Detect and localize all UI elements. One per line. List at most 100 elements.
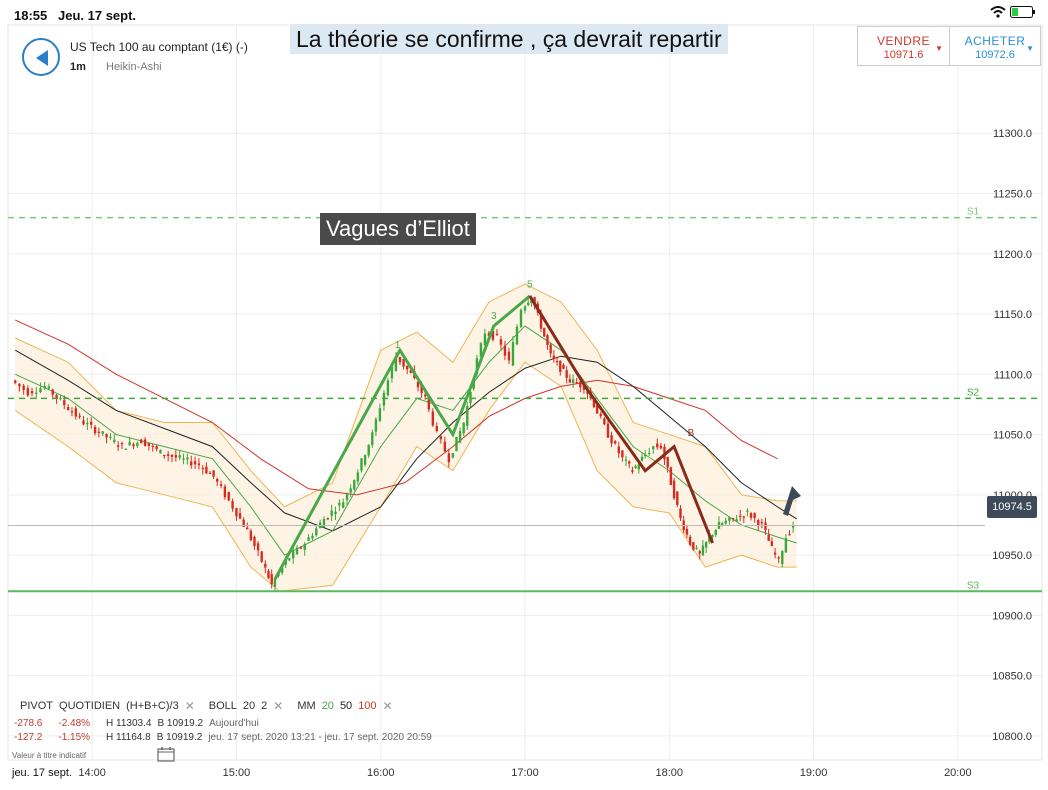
candle-body (18, 383, 21, 387)
instrument-name[interactable]: US Tech 100 au comptant (1€) (-) (70, 40, 248, 54)
candle-body (571, 379, 575, 384)
buy-button[interactable]: ACHETER 10972.6 ▼ (949, 26, 1041, 66)
candle-body (409, 370, 412, 373)
chart-type-selector[interactable]: Heikin-Ashi (106, 61, 162, 73)
candle-body (382, 392, 386, 406)
boll-period[interactable]: 20 (242, 700, 256, 712)
candle-body (427, 399, 431, 410)
candle-body (140, 439, 143, 444)
candle-body (253, 536, 256, 547)
indicator-legend: PIVOT QUOTIDIEN (H+B+C)/3 ✕ BOLL 20 2 ✕ … (20, 699, 393, 713)
candle-body (777, 557, 780, 559)
candle-body (610, 435, 613, 444)
calendar-icon[interactable] (157, 746, 175, 762)
boll-label[interactable]: BOLL (208, 700, 237, 712)
candle-body (451, 453, 455, 458)
up-arrow-icon (783, 486, 801, 516)
x-tick-label: 16:00 (366, 767, 395, 779)
candle-body (235, 508, 238, 517)
candle-body (648, 452, 651, 455)
candle-body (495, 333, 499, 335)
candle-body (731, 518, 735, 520)
candle-body (170, 454, 174, 457)
candle-body (315, 528, 318, 536)
pivot-label-s2: S2 (967, 387, 980, 398)
pivot-formula[interactable]: (H+B+C)/3 (126, 700, 179, 712)
status-date: Jeu. 17 sept. (58, 8, 137, 23)
candle-body (746, 510, 749, 512)
mm-label[interactable]: MM (297, 700, 316, 712)
candle-body (201, 467, 204, 470)
candle-body (724, 520, 727, 524)
candle-body (565, 370, 568, 378)
candle-body (644, 454, 647, 457)
y-tick-label: 11100.0 (994, 369, 1032, 381)
candle-body (720, 523, 724, 526)
remove-mm-icon[interactable]: ✕ (382, 699, 393, 713)
candle-body (688, 536, 692, 545)
pivot-label[interactable]: PIVOT (20, 700, 54, 712)
wave-label: 5 (527, 280, 533, 291)
candle-body (223, 486, 227, 498)
candle-body (260, 551, 263, 562)
candle-body (692, 542, 695, 550)
candle-body (386, 380, 390, 396)
candle-body (39, 388, 42, 393)
timeframe-selector[interactable]: 1m (70, 61, 86, 73)
candle-body (51, 389, 54, 395)
chart-grid (7, 24, 1043, 761)
change-value: -127.2 (14, 732, 43, 743)
candle-body (447, 453, 451, 463)
sell-button[interactable]: VENDRE 10971.6 ▼ (857, 26, 950, 66)
candle-body (360, 458, 363, 471)
candle-body (788, 534, 791, 536)
candle-body (74, 408, 78, 417)
elliott-wave-lines: 1 3 5 B (273, 280, 714, 580)
candle-body (105, 433, 108, 438)
candle-body (559, 360, 562, 372)
candle-body (378, 408, 382, 421)
candle-body (519, 309, 523, 328)
candle-body (617, 446, 620, 454)
candle-body (249, 530, 253, 541)
candle-body (431, 411, 435, 426)
candle-body (462, 422, 465, 434)
pivot-period[interactable]: QUOTIDIEN (59, 700, 121, 712)
mm-50[interactable]: 50 (339, 700, 353, 712)
mm-20[interactable]: 20 (321, 700, 334, 712)
candle-body (499, 339, 503, 345)
candle-body (35, 392, 38, 394)
candle-body (353, 480, 356, 490)
candle-body (345, 494, 349, 500)
wave-line-0 (273, 294, 531, 580)
low-value: B 10919.2 (157, 718, 204, 729)
candle-body (621, 450, 624, 458)
candle-body (299, 547, 303, 549)
high-value: H 11303.4 (106, 718, 152, 729)
back-button[interactable] (22, 38, 60, 76)
candle-body (264, 563, 267, 568)
candle-body (174, 455, 178, 458)
y-tick-label: 10950.0 (992, 550, 1032, 562)
y-tick-label: 11300.0 (993, 128, 1032, 140)
candle-body (242, 519, 245, 527)
candle-body (93, 426, 97, 434)
candle-body (672, 480, 676, 499)
remove-boll-icon[interactable]: ✕ (273, 699, 284, 713)
candle-body (295, 547, 299, 555)
remove-pivot-icon[interactable]: ✕ (184, 699, 195, 713)
candle-body (666, 456, 669, 468)
candle-body (491, 330, 495, 340)
candle-body (640, 456, 644, 461)
candle-body (439, 436, 443, 440)
candle-body (416, 381, 420, 388)
candle-body (143, 439, 147, 446)
candle-body (742, 516, 746, 518)
mm-100[interactable]: 100 (358, 700, 377, 712)
boll-stddev[interactable]: 2 (261, 700, 268, 712)
change-percent: -2.48% (58, 718, 91, 729)
candle-body (219, 484, 223, 486)
y-tick-label: 11050.0 (993, 430, 1032, 442)
candle-body (398, 356, 402, 363)
